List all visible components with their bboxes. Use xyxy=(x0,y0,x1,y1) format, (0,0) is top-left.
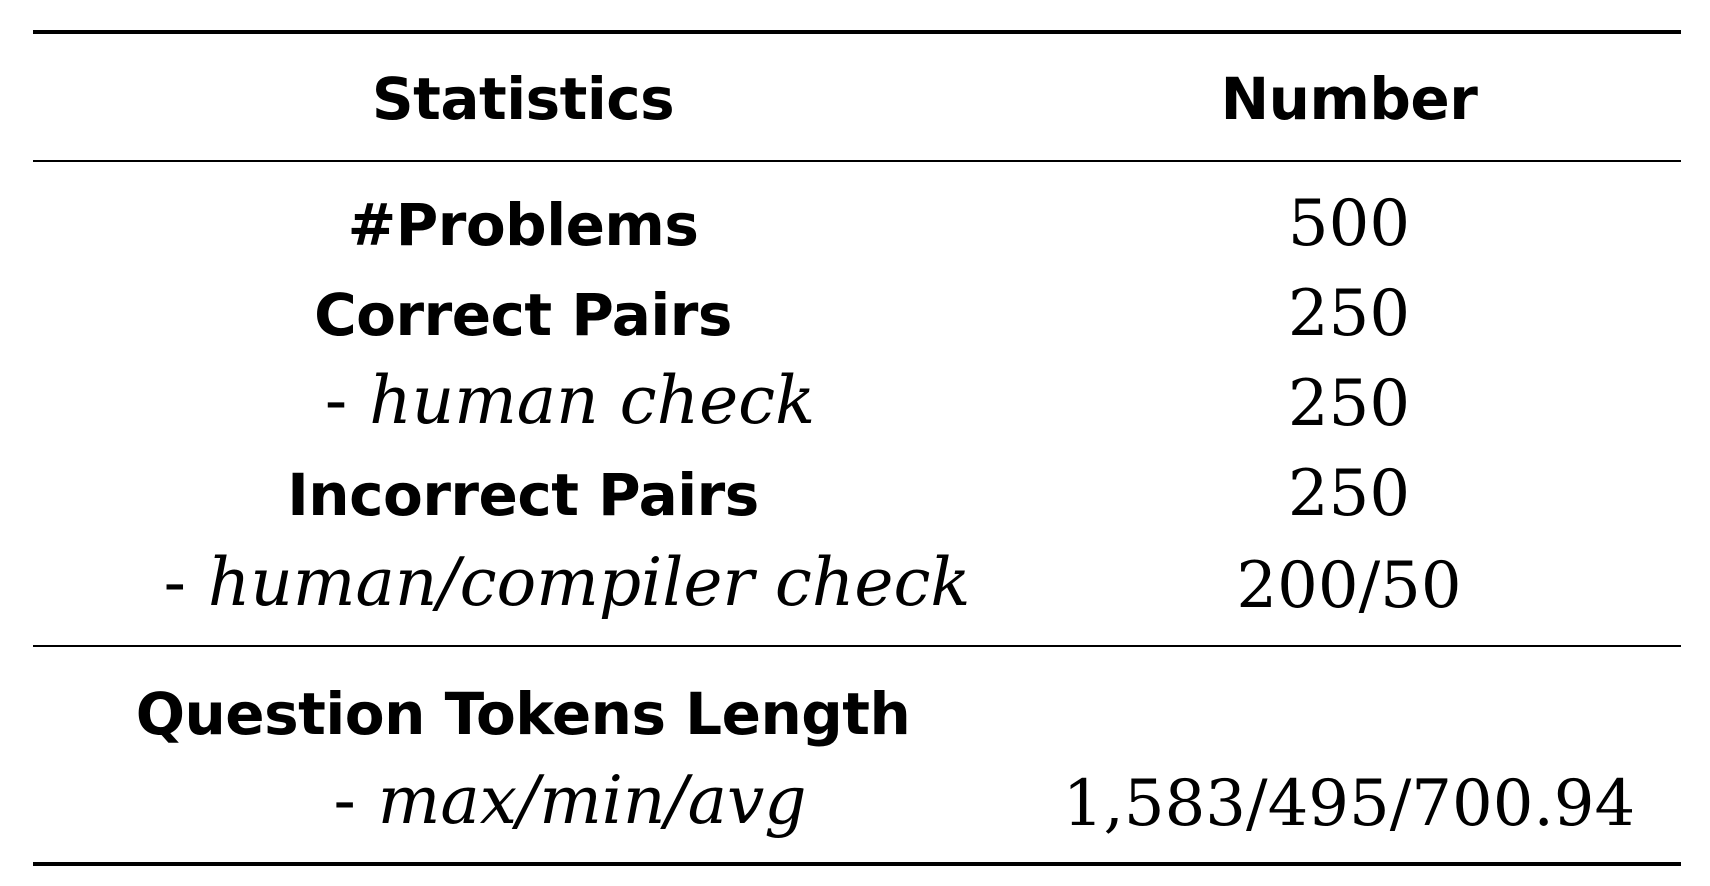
bottom-rule xyxy=(33,862,1681,866)
header-statistics: Statistics xyxy=(371,65,675,133)
row-value-human-check: 250 xyxy=(1287,367,1411,441)
header-rule xyxy=(33,160,1681,162)
top-rule xyxy=(33,30,1681,34)
row-value-token-stats: 1,583/495/700.94 xyxy=(1062,767,1636,841)
row-label-incorrect-pairs: Incorrect Pairs xyxy=(287,461,759,529)
sublabel-text: human/compiler check xyxy=(207,544,971,621)
dash-glyph: - xyxy=(163,544,186,621)
sublabel-text: human check xyxy=(369,362,816,439)
row-label-correct-pairs: Correct Pairs xyxy=(314,281,732,349)
section-rule xyxy=(33,645,1681,647)
row-value-human-compiler-check: 200/50 xyxy=(1236,549,1462,623)
row-sublabel-max-min-avg: - max/min/avg xyxy=(333,768,806,834)
row-label-question-tokens-length: Question Tokens Length xyxy=(135,680,911,748)
dash-glyph: - xyxy=(333,762,356,839)
row-sublabel-human-check: - human check xyxy=(325,368,815,434)
row-sublabel-human-compiler-check: - human/compiler check xyxy=(164,550,971,616)
row-label-problems: #Problems xyxy=(347,191,699,259)
row-value-problems: 500 xyxy=(1287,187,1411,261)
dash-glyph: - xyxy=(324,362,348,439)
sublabel-text: max/min/avg xyxy=(377,762,807,839)
row-value-incorrect-pairs: 250 xyxy=(1287,457,1411,531)
row-value-correct-pairs: 250 xyxy=(1287,277,1411,351)
header-number: Number xyxy=(1220,65,1478,133)
